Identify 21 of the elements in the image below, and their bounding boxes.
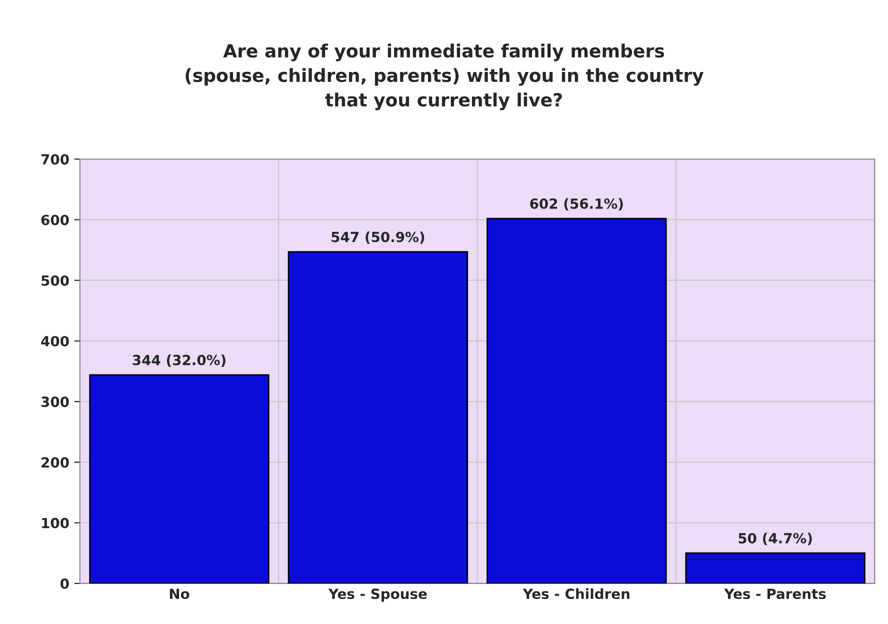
x-tick-label: Yes - Parents [724, 588, 826, 600]
chart-title: Are any of your immediate family members (spouse, children, parents) with you in the country that you currently live? [186, 44, 704, 110]
bar [288, 251, 468, 584]
data-label: 344 (32.0%) [132, 354, 226, 367]
y-tick-label: 400 [41, 336, 69, 346]
bar [486, 218, 667, 584]
y-tick-label: 600 [41, 214, 69, 226]
x-tick-label: Yes - Children [522, 588, 630, 600]
y-tick-label: 200 [42, 457, 69, 468]
bar [685, 552, 866, 584]
data-label: 602 (56.1%) [530, 198, 623, 211]
y-tick-label: 700 [41, 154, 69, 165]
x-tick-label: No [170, 588, 190, 600]
data-label: 50 (4.7%) [738, 532, 812, 546]
y-tick-label: 100 [42, 518, 69, 528]
y-tick-label: 500 [42, 275, 69, 286]
x-tick-label: Yes - Spouse [328, 588, 427, 602]
y-tick-label: 0 [60, 578, 69, 589]
bar [89, 374, 270, 584]
data-label: 547 (50.9%) [332, 231, 424, 244]
y-tick-label: 300 [41, 396, 69, 408]
